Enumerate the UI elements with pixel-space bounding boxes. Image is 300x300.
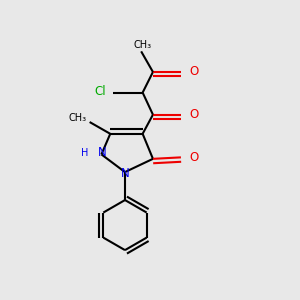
Text: O: O [189, 65, 198, 79]
Text: O: O [189, 151, 198, 164]
Text: N: N [121, 167, 129, 180]
Text: O: O [189, 108, 198, 121]
Text: CH₃: CH₃ [69, 112, 87, 123]
Text: H: H [81, 148, 88, 158]
Text: CH₃: CH₃ [134, 40, 152, 50]
Text: N: N [98, 146, 106, 159]
Text: Cl: Cl [94, 85, 106, 98]
